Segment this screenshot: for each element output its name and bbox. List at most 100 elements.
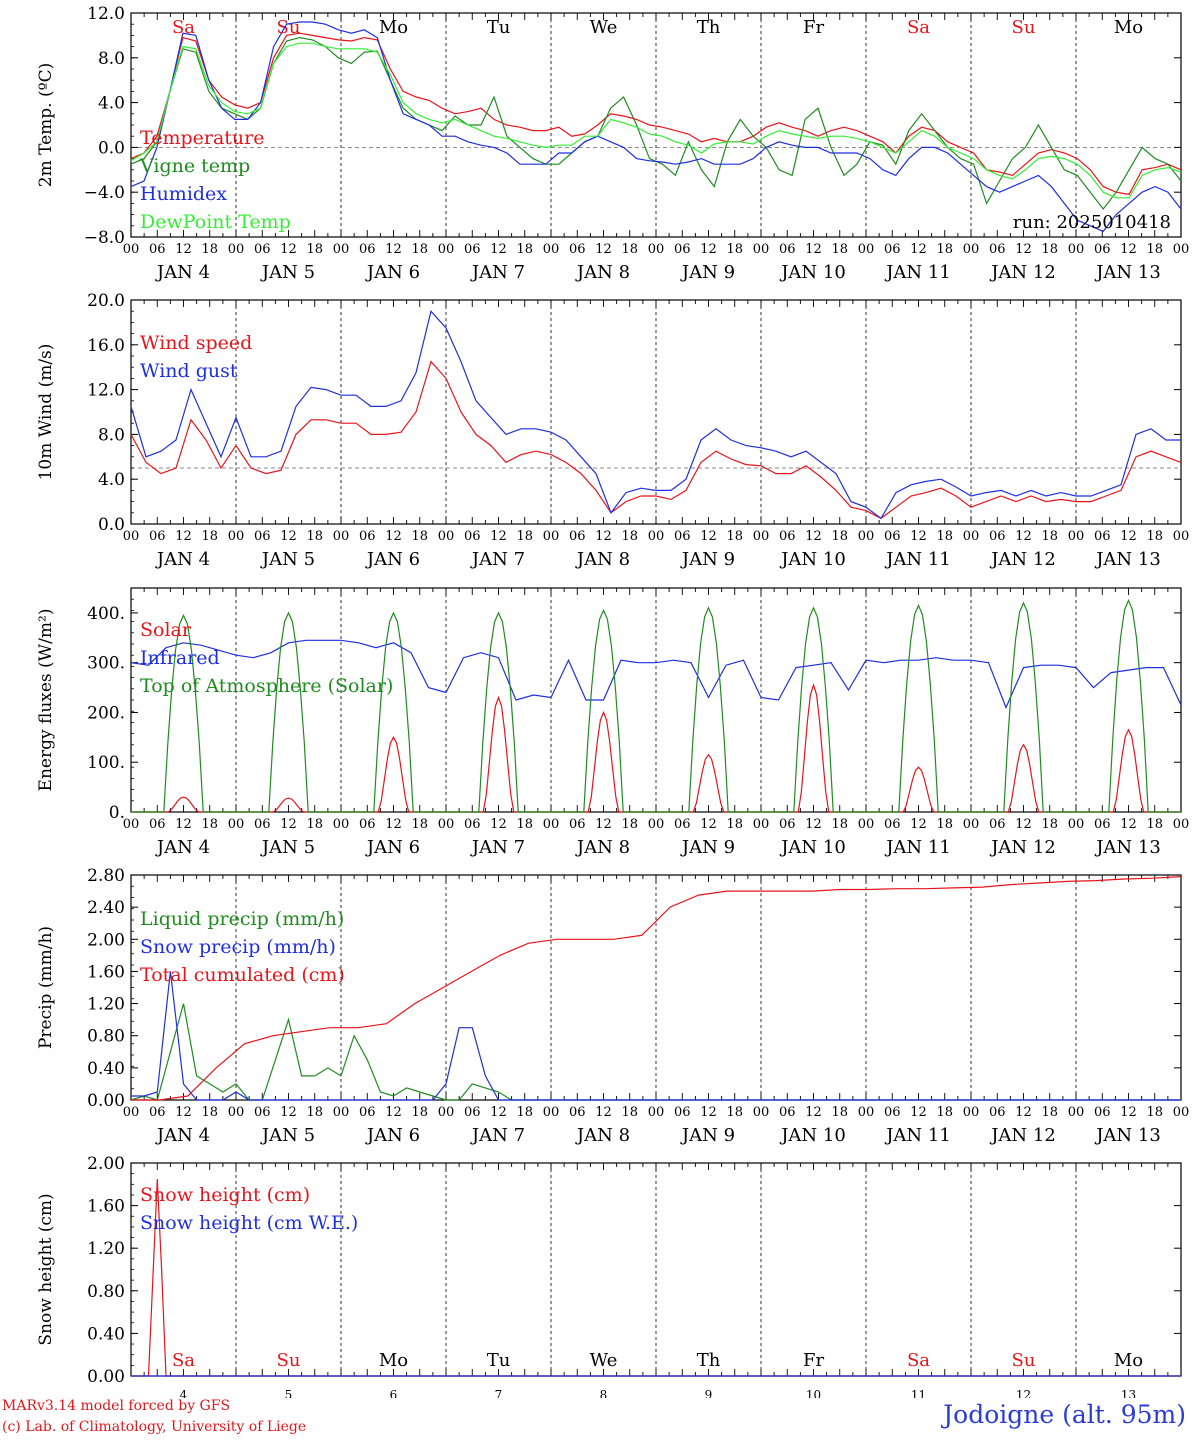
legend-entry: Snow precip (mm/h)	[140, 936, 336, 958]
x-hour-label: 12	[805, 242, 822, 257]
y-tick-label: 200.	[87, 703, 125, 723]
x-hour-label: 00	[543, 1105, 560, 1120]
x-hour-label: 12	[700, 817, 717, 832]
x-day-label: JAN 13	[1094, 262, 1161, 283]
y-axis-label: 10m Wind (m/s)	[36, 344, 56, 481]
x-day-label: JAN 4	[155, 1125, 210, 1146]
x-hour-label: 12	[385, 1105, 402, 1120]
x-hour-label: 18	[201, 242, 218, 257]
x-hour-label: 00	[963, 1105, 980, 1120]
y-tick-label: 0.0	[98, 515, 125, 535]
x-hour-label: 18	[831, 242, 848, 257]
x-hour-label: 18	[936, 817, 953, 832]
weekday-label: Tu	[487, 1350, 511, 1371]
x-hour-label: 06	[569, 242, 586, 257]
x-hour-label: 06	[1094, 242, 1111, 257]
weekday-label: Th	[697, 1350, 721, 1371]
x-hour-label: 00	[543, 529, 560, 544]
x-hour-label: 12	[280, 529, 297, 544]
x-day-label: JAN 12	[989, 262, 1056, 283]
x-hour-label: 18	[1146, 242, 1163, 257]
x-hour-label: 06	[1094, 1105, 1111, 1120]
x-hour-label: 06	[989, 817, 1006, 832]
x-day-label: JAN 6	[365, 549, 420, 570]
x-hour-label: 00	[1173, 529, 1190, 544]
x-hour-label: 00	[963, 817, 980, 832]
x-hour-label: 18	[726, 242, 743, 257]
y-tick-label: −4.0	[84, 183, 125, 203]
y-tick-label: −8.0	[84, 228, 125, 248]
x-hour-label: 18	[936, 529, 953, 544]
x-hour-label: 12	[700, 529, 717, 544]
x-hour-label: 12	[1015, 1105, 1032, 1120]
x-hour-label: 00	[438, 817, 455, 832]
series-line-wind-speed	[130, 360, 1182, 520]
x-day-label: JAN 7	[470, 262, 525, 283]
x-hour-label: 12	[490, 817, 507, 832]
series-line-wind-gust	[130, 309, 1181, 520]
x-hour-label: 18	[621, 817, 638, 832]
series-line-total-cumulated-cm	[131, 876, 1182, 1101]
x-hour-label: 00	[753, 242, 770, 257]
x-hour-label: 06	[884, 242, 901, 257]
legend-entry: Liquid precip (mm/h)	[140, 908, 344, 930]
x-day-label: JAN 5	[260, 262, 315, 283]
weekday-label: We	[590, 17, 618, 38]
x-hour-label: 12	[595, 529, 612, 544]
x-hour-label: 06	[359, 817, 376, 832]
series-line-humidex	[130, 21, 1182, 233]
x-hour-label: 18	[831, 1105, 848, 1120]
x-hour-label: 18	[306, 1105, 323, 1120]
x-hour-label: 18	[411, 1105, 428, 1120]
x-hour-label: 06	[149, 1105, 166, 1120]
x-day-label: JAN 12	[989, 549, 1056, 570]
y-tick-label: 0.40	[87, 1059, 125, 1079]
x-day-label: JAN 4	[155, 837, 210, 858]
legend-entry: Wind gust	[140, 360, 238, 382]
x-hour-label: 18	[726, 1105, 743, 1120]
x-hour-label: 18	[621, 529, 638, 544]
x-hour-label: 06	[569, 817, 586, 832]
x-hour-label: 12	[805, 1105, 822, 1120]
x-hour-label: 12	[700, 242, 717, 257]
x-day-number: 5	[285, 1388, 293, 1398]
y-tick-label: 16.0	[87, 336, 125, 356]
weekday-label: Th	[697, 17, 721, 38]
y-tick-label: 400.	[87, 604, 125, 624]
x-day-label: JAN 13	[1094, 837, 1161, 858]
legend-entry: Temperature	[140, 127, 264, 149]
credit-line-2: (c) Lab. of Climatology, University of L…	[2, 1419, 307, 1435]
x-day-label: JAN 10	[779, 1125, 846, 1146]
y-axis-label: Precip (mm/h)	[36, 926, 56, 1049]
x-hour-label: 18	[411, 817, 428, 832]
y-tick-label: 0.80	[87, 1027, 125, 1047]
x-hour-label: 18	[831, 529, 848, 544]
x-day-label: JAN 6	[365, 1125, 420, 1146]
x-day-label: JAN 10	[779, 837, 846, 858]
x-hour-label: 00	[123, 817, 140, 832]
weekday-label: Sa	[172, 17, 195, 38]
x-hour-label: 18	[1041, 817, 1058, 832]
x-day-label: JAN 11	[884, 1125, 951, 1146]
x-hour-label: 12	[175, 242, 192, 257]
x-hour-label: 06	[359, 529, 376, 544]
x-hour-label: 06	[674, 242, 691, 257]
x-hour-label: 00	[228, 529, 245, 544]
y-tick-label: 2.00	[87, 930, 125, 950]
x-hour-label: 12	[175, 817, 192, 832]
x-hour-label: 18	[1041, 1105, 1058, 1120]
x-hour-label: 00	[648, 817, 665, 832]
legend-entry: Wind speed	[140, 332, 252, 354]
weekday-label: We	[590, 1350, 618, 1371]
x-hour-label: 06	[569, 1105, 586, 1120]
x-hour-label: 18	[516, 242, 533, 257]
x-day-number: 6	[390, 1388, 398, 1398]
x-hour-label: 18	[726, 529, 743, 544]
x-hour-label: 12	[490, 1105, 507, 1120]
x-hour-label: 00	[1173, 1105, 1190, 1120]
y-tick-label: 12.0	[87, 4, 125, 24]
x-hour-label: 06	[464, 242, 481, 257]
y-tick-label: 0.0	[98, 138, 125, 158]
series-line-infrared	[130, 639, 1182, 710]
x-day-label: JAN 9	[680, 262, 735, 283]
